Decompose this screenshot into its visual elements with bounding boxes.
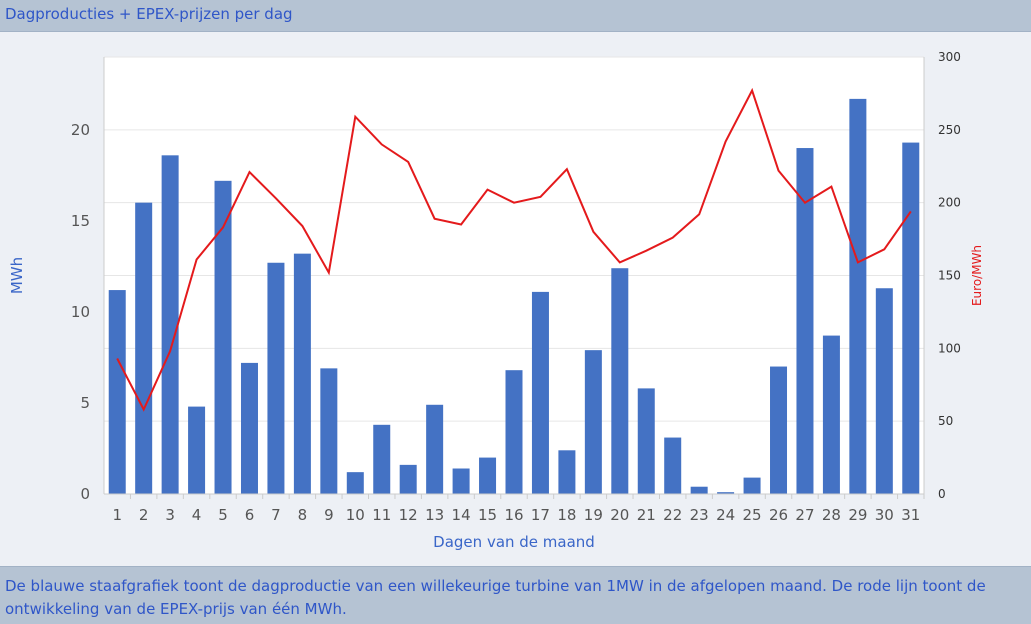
x-tick-label: 1 [112, 506, 122, 524]
bar-day-3 [161, 155, 179, 494]
y2-tick-label: 150 [938, 269, 961, 283]
chart-title: Dagproducties + EPEX-prijzen per dag [5, 5, 293, 23]
bar-day-25 [743, 477, 761, 494]
y-tick-label: 15 [71, 212, 90, 230]
y-tick-label: 5 [80, 394, 90, 412]
x-tick-label: 11 [372, 506, 391, 524]
chart-area: 0 5 10 15 20 0 50 100 150 200 250 300 1 2 3 4 5 6 7 8 9 10 11 1… [0, 32, 1031, 566]
x-tick-label: 2 [139, 506, 149, 524]
x-tick-label: 5 [218, 506, 228, 524]
y2-tick-label: 50 [938, 414, 953, 428]
bar-day-6 [240, 362, 258, 494]
x-tick-label: 14 [452, 506, 471, 524]
y2-tick-label: 0 [938, 487, 946, 501]
footer-bar: De blauwe staafgrafiek toont de dagprodu… [0, 566, 1031, 624]
bar-day-18 [558, 450, 576, 494]
y-tick-label: 10 [71, 303, 90, 321]
x-tick-label: 7 [271, 506, 281, 524]
x-tick-label: 6 [245, 506, 255, 524]
bar-day-1 [108, 290, 126, 494]
bar-day-14 [452, 468, 470, 494]
x-tick-label: 15 [478, 506, 497, 524]
x-tick-label: 9 [324, 506, 334, 524]
x-tick-label: 27 [795, 506, 814, 524]
x-tick-label: 18 [557, 506, 576, 524]
y2-tick-label: 250 [938, 123, 961, 137]
x-tick-label: 17 [531, 506, 550, 524]
y-tick-label: 0 [80, 485, 90, 503]
bar-day-21 [637, 388, 655, 494]
bar-day-12 [399, 464, 417, 494]
x-tick-label: 12 [399, 506, 418, 524]
bar-day-20 [611, 268, 629, 494]
bar-day-11 [373, 424, 391, 494]
x-tick-label: 19 [584, 506, 603, 524]
x-tick-label: 30 [875, 506, 894, 524]
bar-day-26 [770, 366, 788, 494]
y2-tick-label: 300 [938, 50, 961, 64]
bar-day-2 [135, 202, 153, 494]
bar-day-24 [717, 492, 735, 494]
x-axis-title: Dagen van de maand [433, 533, 595, 551]
y-axis-title: MWh [8, 257, 26, 294]
bar-day-28 [822, 335, 840, 494]
bar-day-29 [849, 98, 867, 495]
x-tick-label: 3 [165, 506, 175, 524]
bar-day-5 [214, 180, 232, 495]
bar-day-8 [293, 253, 311, 494]
x-tick-label: 24 [716, 506, 735, 524]
bar-day-17 [531, 291, 549, 494]
x-tick-label: 20 [610, 506, 629, 524]
chart-description: De blauwe staafgrafiek toont de dagprodu… [5, 577, 986, 618]
x-tick-label: 16 [504, 506, 523, 524]
x-tick-label: 25 [743, 506, 762, 524]
bar-day-15 [479, 457, 497, 494]
y2-axis-title: Euro/MWh [970, 245, 984, 306]
x-tick-label: 8 [298, 506, 308, 524]
y2-tick-label: 100 [938, 341, 961, 355]
bar-day-10 [346, 472, 364, 494]
x-tick-label: 22 [663, 506, 682, 524]
x-tick-label: 4 [192, 506, 202, 524]
x-tick-label: 10 [346, 506, 365, 524]
x-tick-label: 29 [848, 506, 867, 524]
bar-day-31 [902, 142, 920, 494]
x-tick-label: 26 [769, 506, 788, 524]
x-tick-label: 21 [637, 506, 656, 524]
bar-day-19 [584, 350, 602, 494]
x-tick-label: 31 [901, 506, 920, 524]
bar-day-16 [505, 370, 523, 494]
bar-day-9 [320, 368, 338, 494]
bar-day-7 [267, 262, 285, 494]
y-tick-label: 20 [71, 121, 90, 139]
x-tick-label: 28 [822, 506, 841, 524]
epex-price-line [116, 87, 912, 412]
y2-tick-label: 200 [938, 196, 961, 210]
bar-day-13 [426, 404, 444, 494]
x-tick-label: 23 [690, 506, 709, 524]
bar-day-27 [796, 148, 814, 494]
bar-day-30 [875, 288, 893, 494]
bar-day-22 [664, 437, 682, 494]
title-bar: Dagproducties + EPEX-prijzen per dag [0, 0, 1031, 32]
x-tick-label: 13 [425, 506, 444, 524]
bar-day-4 [188, 406, 206, 494]
bar-day-23 [690, 486, 708, 494]
